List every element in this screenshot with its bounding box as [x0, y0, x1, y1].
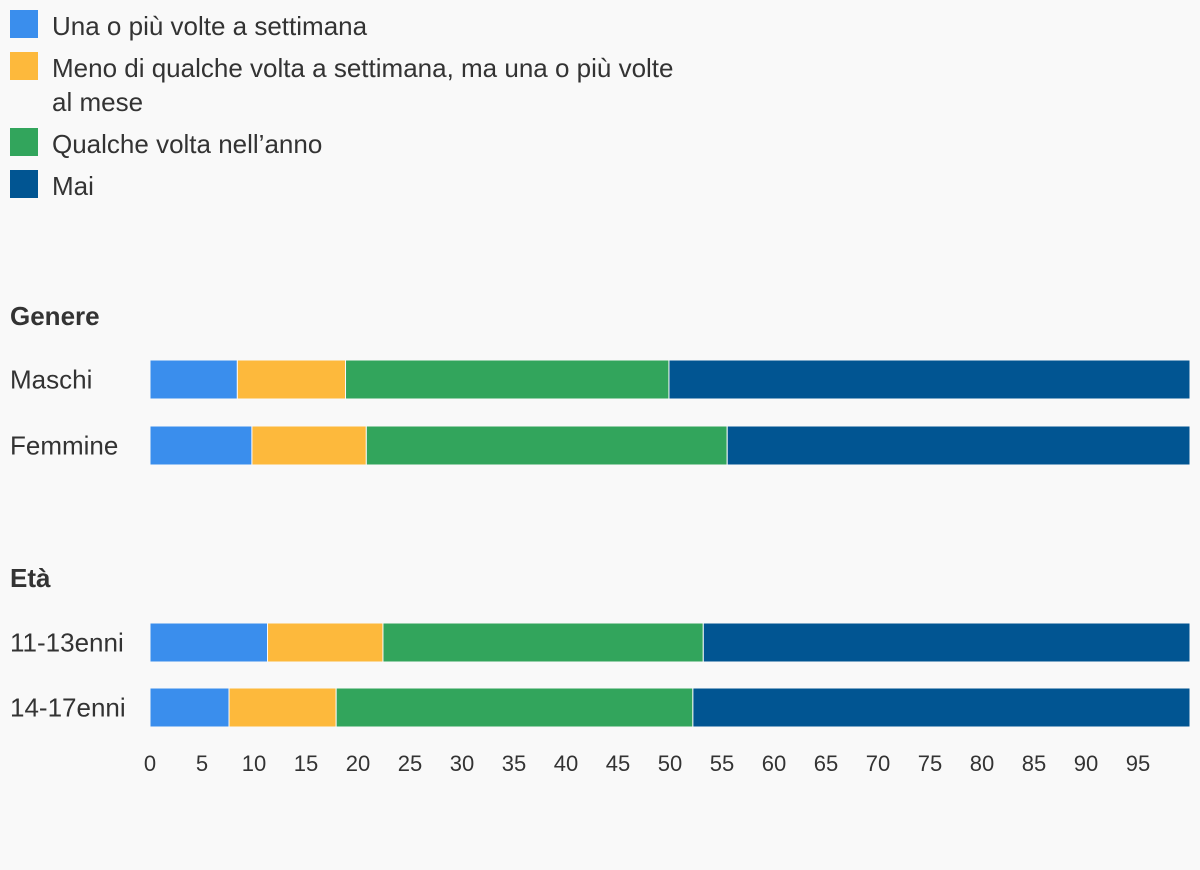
- bar-11-13enni-series-2: [382, 622, 704, 663]
- row-label-femmine: Femmine: [10, 431, 118, 461]
- x-tick-label: 45: [606, 751, 630, 776]
- bar-14-17enni-series-1: [228, 687, 337, 728]
- x-tick-label: 40: [554, 751, 578, 776]
- x-tick-label: 55: [710, 751, 734, 776]
- bar-11-13enni-series-3: [702, 622, 1191, 663]
- legend-swatch-weekly: [10, 10, 38, 38]
- x-tick-label: 95: [1126, 751, 1150, 776]
- bar-14-17enni-series-3: [692, 687, 1191, 728]
- x-tick-label: 50: [658, 751, 682, 776]
- legend-item-weekly: Una o più volte a settimana: [10, 10, 690, 43]
- x-tick-label: 80: [970, 751, 994, 776]
- x-tick-label: 15: [294, 751, 318, 776]
- x-tick-label: 70: [866, 751, 890, 776]
- group-title-et: Età: [10, 563, 51, 593]
- bar-maschi-series-0: [149, 359, 238, 400]
- legend-item-never: Mai: [10, 170, 690, 203]
- bar-maschi-series-2: [345, 359, 670, 400]
- legend-item-monthly: Meno di qualche volta a settimana, ma un…: [10, 52, 690, 119]
- bar-14-17enni-series-2: [335, 687, 694, 728]
- x-tick-label: 0: [144, 751, 156, 776]
- legend: Una o più volte a settimana Meno di qual…: [10, 10, 690, 212]
- legend-swatch-yearly: [10, 128, 38, 156]
- legend-label-yearly: Qualche volta nell’anno: [52, 129, 323, 159]
- bar-14-17enni-series-0: [149, 687, 230, 728]
- x-tick-label: 20: [346, 751, 370, 776]
- legend-label-monthly: Meno di qualche volta a settimana, ma un…: [52, 53, 674, 117]
- bar-femmine-series-0: [149, 425, 253, 466]
- row-label-14-17enni: 14-17enni: [10, 693, 126, 723]
- x-tick-label: 5: [196, 751, 208, 776]
- x-tick-label: 30: [450, 751, 474, 776]
- legend-label-never: Mai: [52, 171, 94, 201]
- bar-11-13enni-series-1: [267, 622, 384, 663]
- x-tick-label: 35: [502, 751, 526, 776]
- x-tick-label: 85: [1022, 751, 1046, 776]
- bar-femmine-series-1: [251, 425, 367, 466]
- bar-11-13enni-series-0: [149, 622, 269, 663]
- x-tick-label: 90: [1074, 751, 1098, 776]
- x-tick-label: 10: [242, 751, 266, 776]
- legend-swatch-never: [10, 170, 38, 198]
- x-tick-label: 75: [918, 751, 942, 776]
- legend-item-yearly: Qualche volta nell’anno: [10, 128, 690, 161]
- group-title-genere: Genere: [10, 301, 100, 331]
- x-tick-label: 60: [762, 751, 786, 776]
- legend-label-weekly: Una o più volte a settimana: [52, 11, 368, 41]
- row-label-11-13enni: 11-13enni: [10, 628, 124, 658]
- x-tick-label: 25: [398, 751, 422, 776]
- legend-swatch-monthly: [10, 52, 38, 80]
- bar-femmine-series-3: [726, 425, 1191, 466]
- bar-maschi-series-3: [668, 359, 1191, 400]
- row-label-maschi: Maschi: [10, 365, 92, 395]
- x-tick-label: 65: [814, 751, 838, 776]
- bar-femmine-series-2: [365, 425, 728, 466]
- bar-maschi-series-1: [236, 359, 347, 400]
